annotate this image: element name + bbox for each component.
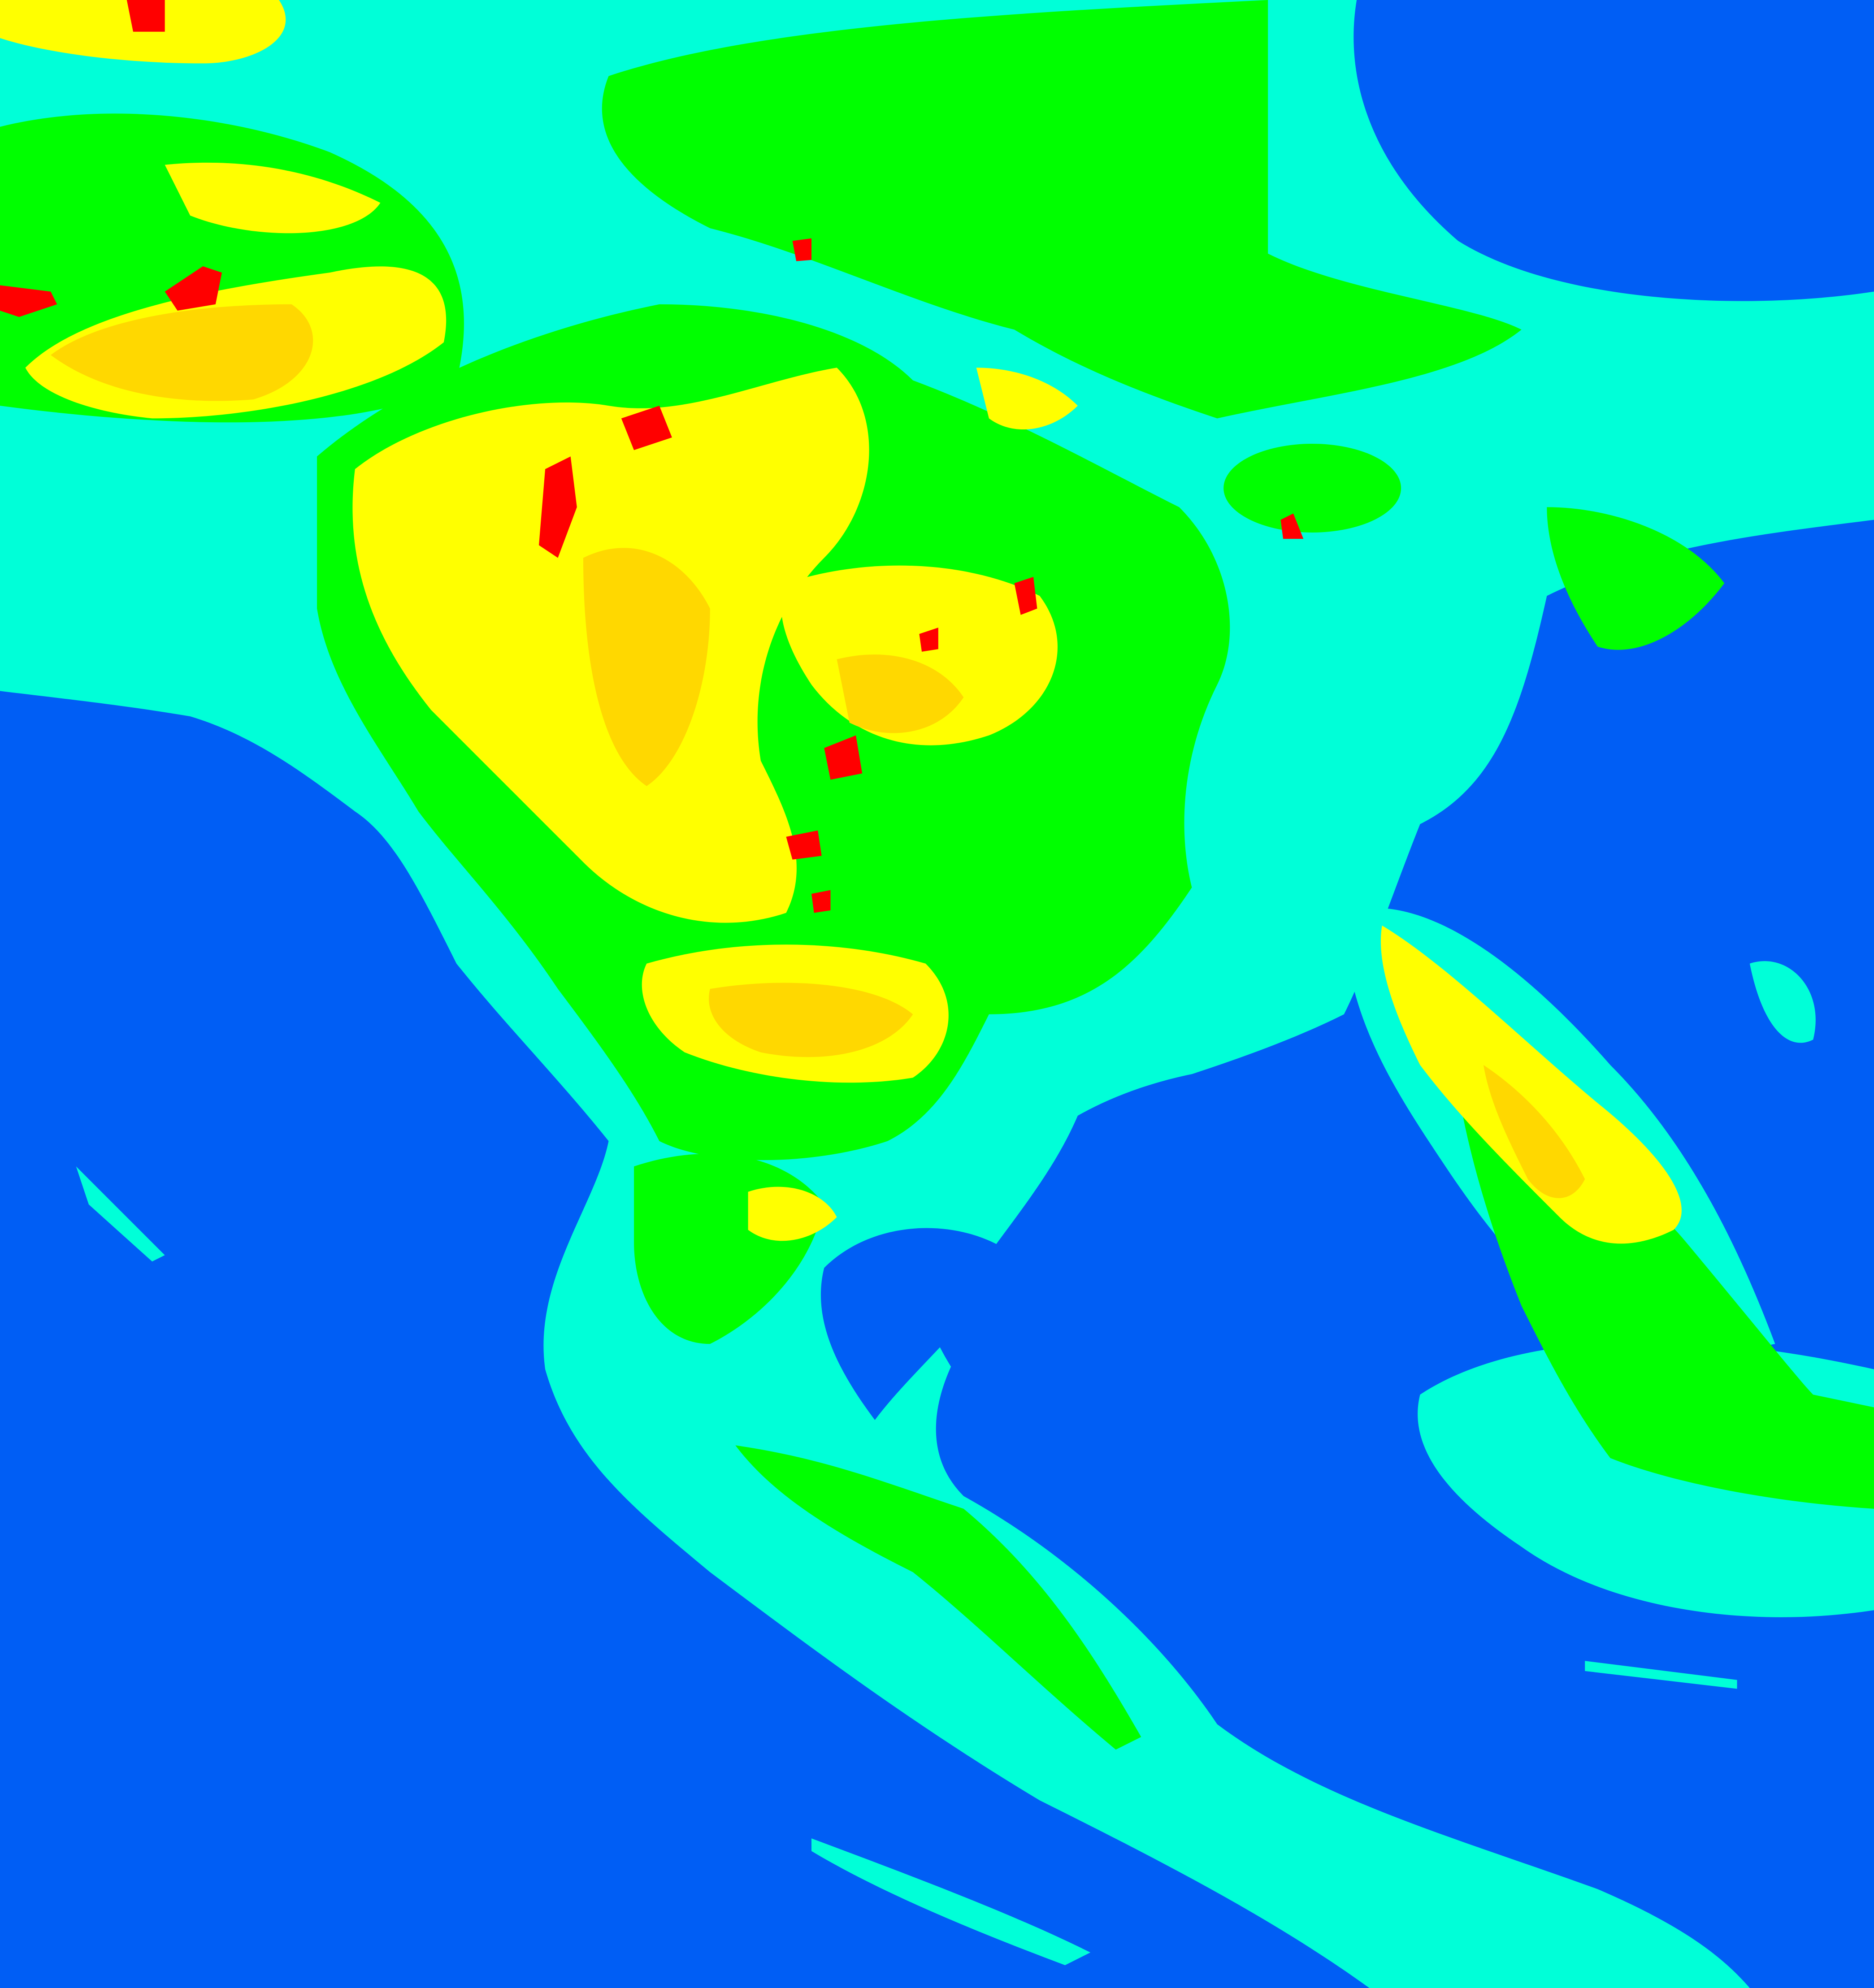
lake-green (1223, 443, 1401, 533)
mexico-yellow (748, 1187, 837, 1241)
red-spot-9 (786, 830, 822, 860)
pacific-gulf (820, 1228, 1015, 1420)
northeast-yellow (976, 368, 1078, 430)
southeast-cyan-streak (1585, 1661, 1737, 1689)
red-spot-3 (126, 0, 165, 32)
red-spot-2 (165, 266, 222, 311)
red-spot-7 (792, 238, 812, 261)
gold-layer (51, 304, 1585, 1198)
texas-gold (709, 983, 913, 1057)
east-green (1547, 507, 1725, 650)
caribbean-gold (1483, 1065, 1585, 1198)
red-spot-5 (621, 406, 672, 450)
red-spot-12 (919, 628, 938, 652)
north-green (602, 0, 1522, 419)
pacific-cyan-streak (76, 1166, 165, 1262)
plains-gold (583, 548, 710, 786)
red-spot-11 (811, 890, 831, 913)
gulf-of-mexico (938, 1065, 1484, 1504)
red-layer (0, 0, 1304, 913)
central-america-green (735, 1445, 1141, 1750)
midwest-gold (837, 654, 964, 733)
south-cyan-streak (811, 1838, 1091, 1966)
caribbean-yellow (1380, 925, 1682, 1244)
atlantic-cyan-patch (1749, 961, 1816, 1043)
red-spot-6 (824, 735, 863, 780)
northwest-yellow-2 (165, 162, 381, 234)
ocean-gulf-layer (820, 1065, 1484, 1504)
northwest-gold (51, 304, 313, 401)
red-spot-8 (1280, 513, 1304, 539)
red-spot-10 (1014, 576, 1037, 615)
